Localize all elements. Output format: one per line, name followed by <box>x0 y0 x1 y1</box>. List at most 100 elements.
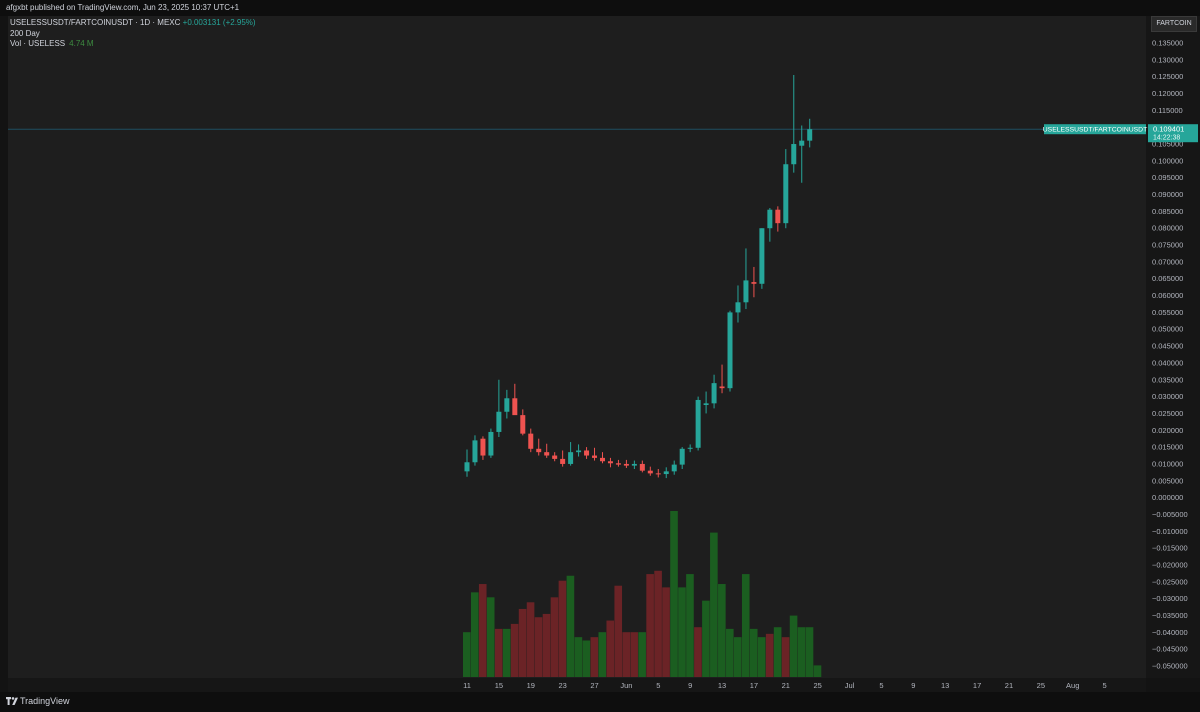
volume-bar <box>718 584 726 677</box>
time-tick-label: 21 <box>782 681 790 690</box>
candle-body <box>719 386 725 389</box>
chart-legend: USELESSUSDT/FARTCOINUSDT · 1D · MEXC +0.… <box>10 18 256 50</box>
candle <box>799 125 805 183</box>
volume-bar <box>805 627 814 677</box>
volume-bar <box>518 608 527 677</box>
candle <box>623 459 629 468</box>
candle-body <box>504 398 510 412</box>
candle-body <box>528 433 534 449</box>
price-tick-label: 0.035000 <box>1152 375 1183 384</box>
volume-bars <box>463 511 822 677</box>
time-tick-label: 11 <box>463 681 471 690</box>
volume-bar <box>614 585 623 677</box>
candle-body <box>647 470 653 474</box>
price-tick-label: −0.025000 <box>1152 577 1188 586</box>
footer-brand[interactable]: TradingView <box>20 696 70 706</box>
volume-bar <box>654 570 662 677</box>
symbol-label: USELESSUSDT/FARTCOINUSDT <box>1043 127 1148 134</box>
volume-bar <box>566 575 575 677</box>
candle-body <box>743 280 749 303</box>
candle-body <box>639 463 645 471</box>
chart-pane[interactable] <box>8 16 1146 678</box>
legend-volume-row[interactable]: Vol · USELESS 4.74 M <box>10 39 256 50</box>
candle <box>528 428 534 453</box>
price-tick-label: 0.125000 <box>1152 72 1183 81</box>
candle-body <box>560 458 566 464</box>
candle-body <box>775 209 781 224</box>
top-bar: afgxbt published on TradingView.com, Jun… <box>0 0 1200 16</box>
price-tick-label: −0.045000 <box>1152 645 1188 654</box>
price-label-countdown: 14:22:38 <box>1153 135 1180 142</box>
volume-bar <box>781 637 790 677</box>
price-tick-label: 0.025000 <box>1152 409 1183 418</box>
time-axis[interactable] <box>8 678 1146 692</box>
price-tick-label: 0.075000 <box>1152 241 1183 250</box>
candle-body <box>711 383 717 404</box>
time-tick-label: 5 <box>879 681 883 690</box>
candle <box>552 452 558 462</box>
candle <box>607 457 613 468</box>
time-tick-label: 9 <box>688 681 692 690</box>
legend-volume-value: 4.74 M <box>69 39 94 48</box>
volume-bar <box>534 617 543 677</box>
time-axis-labels: 11 15 19 23 27 Jun 5 9 13 17 21 25 Jul 5 9 13 17 21 25 Aug 5 <box>463 681 1107 690</box>
candle <box>727 310 733 392</box>
candle-body <box>767 209 773 229</box>
candles <box>464 74 813 479</box>
volume-bar <box>797 627 806 677</box>
symbol-label-bg <box>1044 124 1146 135</box>
candle <box>504 389 510 419</box>
time-tick-label: 17 <box>750 681 758 690</box>
candle <box>647 466 653 476</box>
legend-symbol[interactable]: USELESSUSDT/FARTCOINUSDT · 1D · MEXC <box>10 18 181 27</box>
candle <box>751 266 757 298</box>
legend-change: +0.003131 (+2.95%) <box>182 18 256 27</box>
candle <box>544 443 550 458</box>
volume-bar <box>598 632 607 677</box>
price-label-bg <box>1148 124 1198 143</box>
candle <box>496 379 502 438</box>
tradingview-logo-icon <box>6 697 18 705</box>
volume-bar <box>765 633 774 677</box>
volume-bar <box>789 615 798 677</box>
volume-bar <box>542 613 551 677</box>
time-tick-label: 13 <box>718 681 726 690</box>
candle-body <box>631 463 637 466</box>
candle <box>743 248 749 310</box>
volume-bar <box>638 632 646 677</box>
candle <box>719 364 725 394</box>
volume-bar <box>510 623 519 677</box>
price-tick-label: −0.015000 <box>1152 544 1188 553</box>
time-tick-label: 5 <box>656 681 660 690</box>
candle <box>512 383 518 416</box>
volume-bar <box>733 637 742 677</box>
price-tick-label: 0.070000 <box>1152 257 1183 266</box>
currency-badge[interactable]: FARTCOIN <box>1151 16 1197 32</box>
candle-body <box>552 455 558 459</box>
candle-body <box>607 461 613 464</box>
candle <box>560 450 566 467</box>
price-tick-label: 0.120000 <box>1152 89 1183 98</box>
volume-bar <box>694 627 702 677</box>
candle-body <box>671 464 677 472</box>
candle <box>687 444 693 453</box>
price-tick-label: 0.000000 <box>1152 493 1183 502</box>
candle-body <box>783 164 789 224</box>
footer: TradingView <box>0 692 1200 712</box>
price-tick-label: 0.135000 <box>1152 39 1183 48</box>
time-tick-label: 27 <box>590 681 598 690</box>
volume-bar <box>813 665 822 677</box>
candle <box>759 228 765 289</box>
volume-bar <box>494 628 503 677</box>
candle <box>703 391 709 414</box>
price-tick-label: 0.055000 <box>1152 308 1183 317</box>
time-tick-label: 19 <box>527 681 535 690</box>
price-tick-label: −0.040000 <box>1152 628 1188 637</box>
volume-bar <box>502 628 511 677</box>
volume-bar <box>702 600 710 677</box>
time-tick-label: 25 <box>1037 681 1045 690</box>
legend-indicator[interactable]: 200 Day <box>10 28 40 38</box>
time-tick-label: 9 <box>911 681 915 690</box>
candle <box>631 460 637 469</box>
